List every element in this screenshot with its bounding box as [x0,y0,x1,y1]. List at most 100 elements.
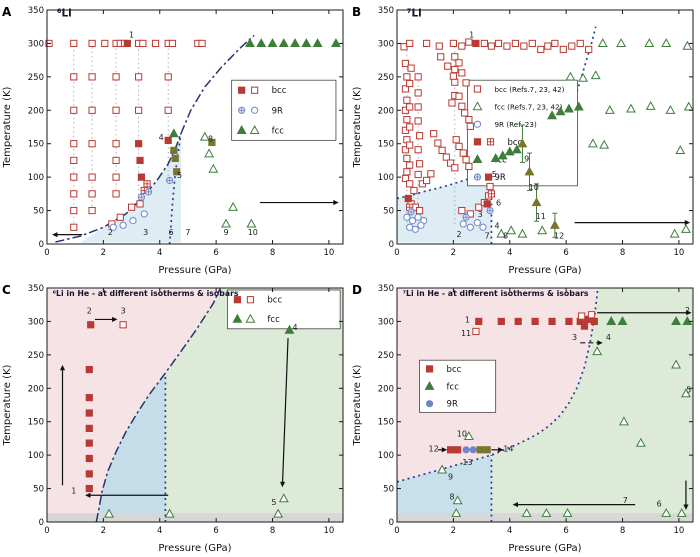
sq-o-marker [70,156,78,165]
sq-o-marker [452,136,460,144]
series-fcc-filled [606,316,693,326]
point-number: 9 [524,154,529,163]
circ-o-marker [411,225,419,233]
y-tick-label: 50 [33,485,44,495]
tri-o-marker [246,218,257,228]
sq-o-marker [414,117,422,125]
sq-o-marker [486,182,494,191]
tri-o-marker [541,507,552,517]
panel-letter: D [352,283,362,297]
point-number-labels: 1 2 3 4 5 6 7 8 9 10 [108,31,258,237]
sq-o-marker [414,73,422,81]
sq-o-marker [88,39,96,48]
sq-o-marker [451,164,459,172]
tri-o-marker [463,431,474,441]
point-number: 3 [143,228,148,237]
tri-marker [497,150,508,160]
tri-o-marker [249,125,260,134]
tri-marker [232,313,243,323]
series-mixed-phase [170,138,216,176]
sq-o-marker [112,173,120,181]
sq-o-marker [438,146,446,155]
phase-region [47,288,221,522]
sq-o-marker [520,42,528,50]
point-number: 1 [465,315,470,324]
tri-marker [682,316,693,326]
sq-o-marker [472,327,480,336]
panel-B: bcc (Refs.7, 23, 42) fcc (Refs.7, 23, 42)… [352,5,694,276]
plot-frame [396,287,694,523]
sq-o-marker [164,106,172,114]
circ-f-marker [462,446,470,454]
tri-o-marker [671,359,682,369]
arrow-head [52,232,58,238]
sq-marker [497,317,505,326]
sq-marker [476,446,484,454]
sq-marker [164,136,172,144]
series-bcc-open [45,39,206,231]
sq-marker [404,194,412,203]
sq-marker [454,446,462,454]
series-bcc-refs [400,38,593,218]
tri-marker [549,219,560,229]
tri-o-marker [496,228,507,238]
legend-label: bcc [267,296,282,306]
legend-label: fcc [494,155,507,165]
phase-boundary-dotted [396,287,599,483]
sq-o-marker [88,73,96,81]
y-tick-label: 100 [28,451,44,461]
tri-marker [312,38,323,48]
x-tick-label: 2 [101,526,106,536]
arrow-head [333,199,339,206]
sq-marker [531,317,539,326]
tri-o-marker [245,313,256,323]
sq-o-marker [70,173,78,181]
sq-o-marker [528,39,536,48]
sq-marker [238,86,246,94]
tri-marker [168,128,179,138]
y-tick-label: 300 [28,317,44,327]
point-number: 3 [478,210,483,219]
y-tick-label: 350 [28,284,44,294]
sq-marker [136,156,144,165]
sq-o-marker [410,186,418,195]
sq-o-marker [164,73,172,81]
circ-o-marker [473,219,481,227]
x-tick-label: 2 [451,526,456,536]
sq-o-marker [414,89,422,97]
tri-o-marker [683,101,694,111]
tri-o-marker [537,225,548,235]
series-bcc-open [472,311,596,336]
tri-marker [511,144,522,154]
sq-o-marker [198,39,206,48]
phase-region [397,288,598,482]
sq-o-marker [585,45,593,54]
circ-o-marker [473,120,482,128]
tri-o-marker [590,70,601,80]
sq-o-marker [112,156,120,165]
legend-label: 9R [272,106,283,116]
tri-marker [278,38,289,48]
point-number: 3 [121,307,126,316]
point-number: 7 [623,496,628,505]
y-tick-label: 150 [378,140,394,150]
sq-o-marker [135,106,143,114]
y-tick-label: 0 [39,518,44,528]
arrow-head [597,340,603,346]
y-tick-label: 0 [389,518,394,528]
tri-o-marker [618,416,629,426]
y-tick-label: 250 [378,73,394,83]
series-9R [462,446,477,454]
sq-o-marker [88,140,96,148]
series-mixed-phase [476,446,491,454]
point-number: 13 [462,458,472,467]
circ-o-marker [408,217,417,225]
y-tick-label: 50 [383,485,394,495]
sq-o-marker [461,109,469,117]
sq-o-marker [568,42,576,50]
tri-o-marker [517,228,528,238]
tri-marker [671,316,682,326]
sq-marker [171,154,179,163]
sq-o-marker [403,96,411,104]
